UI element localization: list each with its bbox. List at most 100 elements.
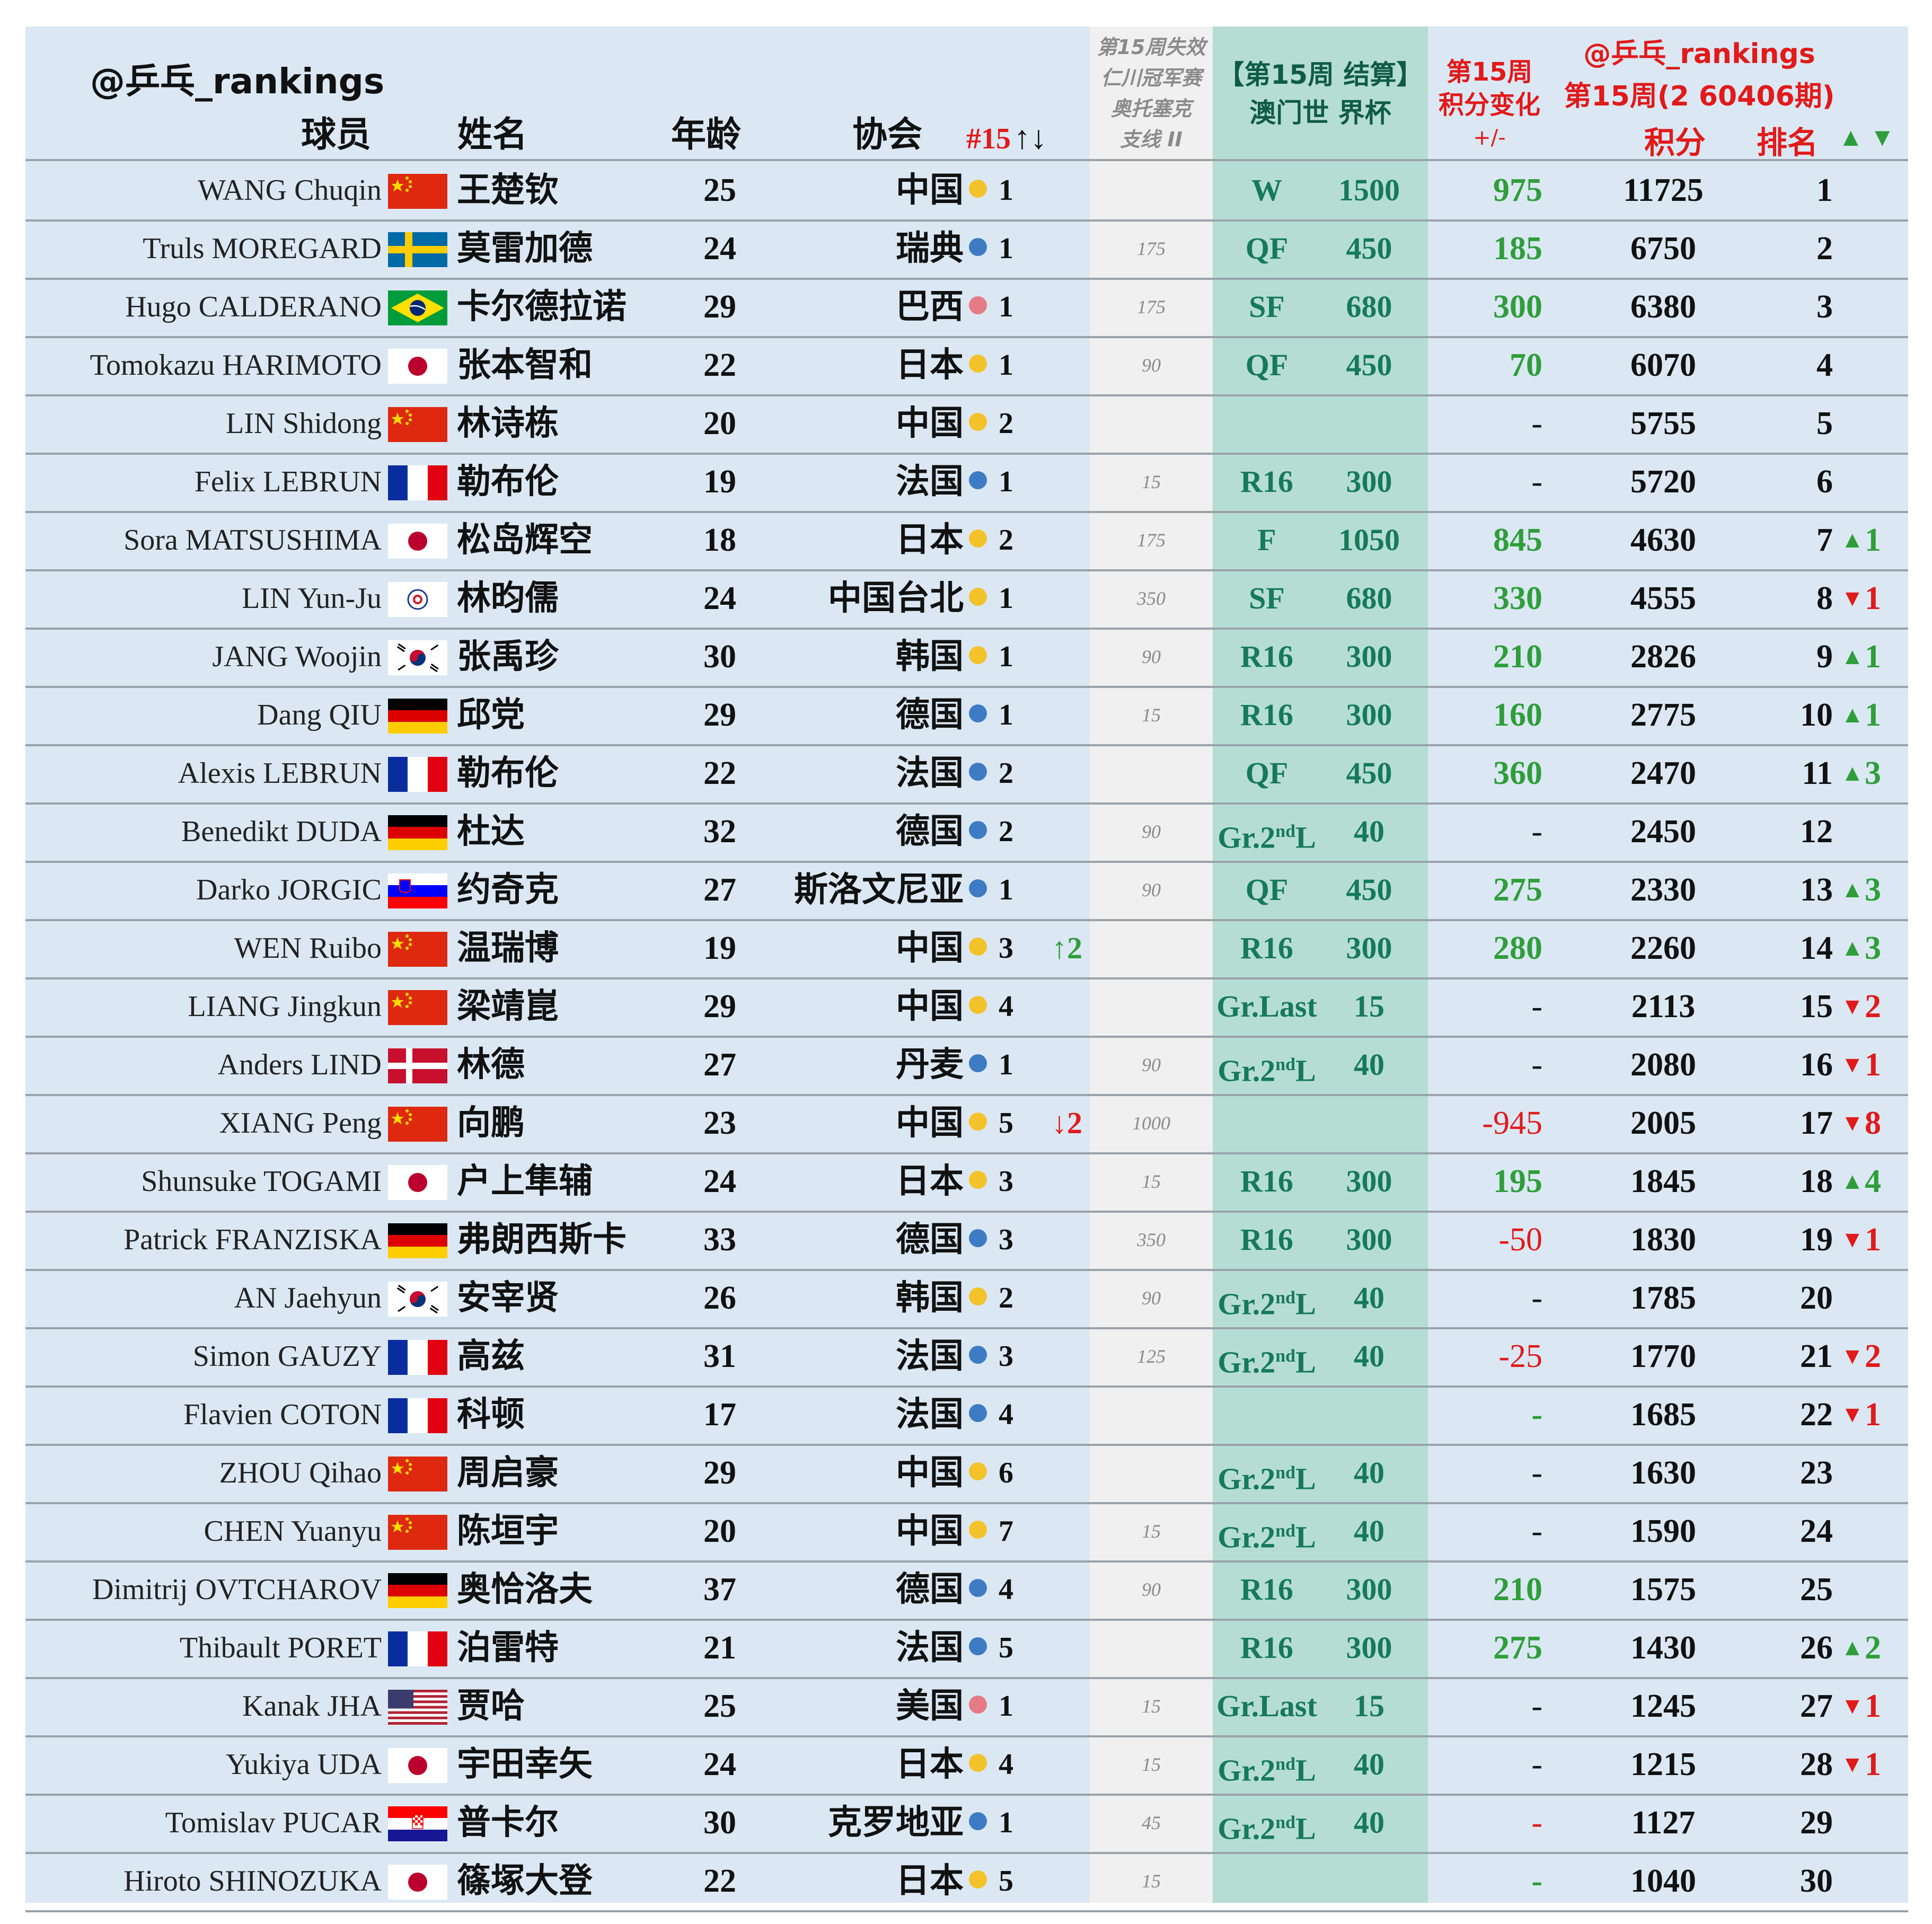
table-row: Alexis LEBRUN 勒布伦 22 法国 2 QF 450 360 2470 11 ▲ 3 [25, 744, 1908, 805]
table-row: LIN Yun-Ju 林昀儒 24 中国台北 1 350 SF 680 330 4555 8 ▼ 1 [25, 569, 1908, 630]
player-age: 31 [703, 1338, 736, 1374]
change-header: 第15周 积分变化 +/- [1428, 56, 1551, 154]
player-age: 17 [703, 1397, 736, 1433]
points-band [1551, 27, 1908, 1903]
association-dot-icon [969, 1812, 987, 1831]
total-points: 1785 [1630, 1280, 1696, 1316]
world-rank: 5 [1816, 405, 1833, 442]
expired-points [1090, 394, 1213, 453]
de-flag-icon [388, 699, 447, 734]
player-name-en: Kanak JHA [242, 1690, 382, 1723]
col-points: 积分 [1644, 125, 1706, 161]
settle-stage: Gr.2ndL [1213, 1327, 1321, 1385]
association: 瑞典 [757, 219, 987, 278]
settle-stage [1213, 1385, 1321, 1444]
player-name-cn: 周启豪 [457, 1453, 559, 1493]
rank-delta: 1 [1865, 697, 1881, 733]
total-points: 1830 [1630, 1222, 1696, 1258]
table-row: Darko JORGIC 约奇克 27 斯洛文尼亚 1 90 QF 450 275 2330 13 ▲… [25, 861, 1908, 921]
cn-flag-icon [388, 932, 447, 967]
player-name-en: CHEN Yuanyu [204, 1515, 382, 1548]
world-rank: 28 [1800, 1746, 1833, 1782]
settle-stage: R16 [1240, 1630, 1293, 1665]
stage-gr: Gr.2 [1218, 1345, 1276, 1380]
association: 中国 [757, 1502, 987, 1560]
player-name-cn: 篠塚大登 [457, 1861, 593, 1901]
association-dot-icon [969, 1754, 987, 1772]
col-updown: ▲ ▼ [1838, 123, 1895, 152]
points-change: - [1531, 814, 1542, 850]
assoc-rank-15: 1 [999, 290, 1013, 323]
association: 法国 [757, 1327, 987, 1385]
table-row: Thibault PORET 泊雷特 21 法国 5 R16 300 275 1430 26 ▲ 2 [25, 1619, 1908, 1679]
association: 法国 [757, 1385, 987, 1444]
cn-flag-icon [388, 1515, 447, 1550]
cn-flag-icon [388, 1107, 447, 1142]
world-rank: 12 [1800, 814, 1833, 850]
player-name-en: Yukiya UDA [226, 1748, 382, 1781]
association-name: 美国 [896, 1687, 964, 1726]
player-age: 29 [703, 1455, 736, 1491]
world-rank: 22 [1800, 1397, 1833, 1433]
expired-points [1090, 1444, 1213, 1502]
association-name: 中国 [896, 404, 964, 443]
player-name-cn: 张本智和 [457, 346, 593, 385]
rank-down-icon: ▼ [1841, 585, 1864, 611]
settle-stage: QF [1245, 348, 1289, 382]
expired-points: 90 [1142, 1054, 1161, 1075]
assoc-rank-15: 1 [999, 349, 1013, 382]
association-dot-icon [969, 821, 987, 840]
col-name: 姓名 [457, 114, 527, 155]
stage-gr: Gr.2 [1218, 1520, 1276, 1555]
stage-nd: nd [1275, 1813, 1296, 1832]
de-flag-icon [388, 815, 447, 850]
player-name-cn: 张禹珍 [457, 637, 559, 676]
settle-points: 40 [1354, 1281, 1384, 1315]
player-name-en: Darko JORGIC [196, 873, 382, 906]
total-points: 2005 [1630, 1105, 1696, 1141]
settle-points: 40 [1354, 1047, 1384, 1082]
world-rank: 15 [1800, 989, 1833, 1025]
rank-delta: 1 [1865, 1047, 1881, 1083]
player-name-en: Thibault PORET [179, 1631, 382, 1664]
stage-gr: Gr.2 [1218, 1753, 1276, 1788]
player-age: 26 [703, 1280, 736, 1316]
settle-stage: Gr.2ndL [1213, 1269, 1321, 1327]
assoc-rank-15: 3 [999, 1340, 1013, 1373]
table-header: @乒乓_rankings 球员 姓名 年龄 协会 #15↑↓ 第15周失效 仁川… [25, 27, 1908, 161]
player-name-cn: 科顿 [457, 1395, 525, 1434]
association-dot-icon [969, 1404, 987, 1423]
rank-down-icon: ▼ [1841, 1226, 1864, 1252]
settle-points: 300 [1346, 698, 1392, 732]
association: 中国 [757, 1444, 987, 1502]
association: 日本 [757, 336, 987, 394]
association-name: 瑞典 [896, 229, 964, 268]
player-age: 30 [703, 1805, 736, 1841]
rank-delta: 4 [1865, 1163, 1881, 1199]
tpe-flag-icon [388, 582, 447, 617]
association: 中国 [757, 161, 987, 219]
settle-points: 40 [1354, 1455, 1384, 1490]
player-age: 19 [703, 930, 736, 966]
table-row: LIANG Jingkun 梁靖崑 29 中国 4 Gr.Last 15 - 2113 15 ▼ 2 [25, 977, 1908, 1038]
assoc-rank-15: 1 [999, 582, 1013, 615]
association: 韩国 [757, 628, 987, 686]
expired-band [1090, 27, 1213, 1903]
association: 美国 [757, 1677, 987, 1735]
assoc-rank-15: 3 [999, 1165, 1013, 1198]
table-row: Kanak JHA 贾哈 25 美国 1 15 Gr.Last 15-1245 27 ▼ 1 [25, 1677, 1908, 1737]
player-age: 29 [703, 289, 736, 325]
settle-points: 300 [1346, 931, 1392, 965]
table-row: WANG Chuqin 王楚钦 25 中国 1 W 1500 975 11725 1 [25, 161, 1908, 222]
association: 法国 [757, 1619, 987, 1677]
col-rank15: #15↑↓ [966, 119, 1047, 157]
total-points: 1040 [1630, 1863, 1696, 1899]
stage-l: L [1295, 1461, 1316, 1496]
player-name-en: Felix LEBRUN [194, 465, 382, 498]
association: 德国 [757, 802, 987, 861]
cn-flag-icon [388, 990, 447, 1025]
table-row: Benedikt DUDA 杜达 32 德国 2 90 Gr.2ndL 40 - 2450 12 [25, 802, 1908, 863]
table-row: CHEN Yuanyu 陈垣宇 20 中国 7 15 Gr.2ndL 40 - 1590 24 [25, 1502, 1908, 1563]
assoc-rank-15: 3 [999, 1223, 1013, 1256]
player-name-en: Hiroto SHINOZUKA [123, 1865, 382, 1897]
